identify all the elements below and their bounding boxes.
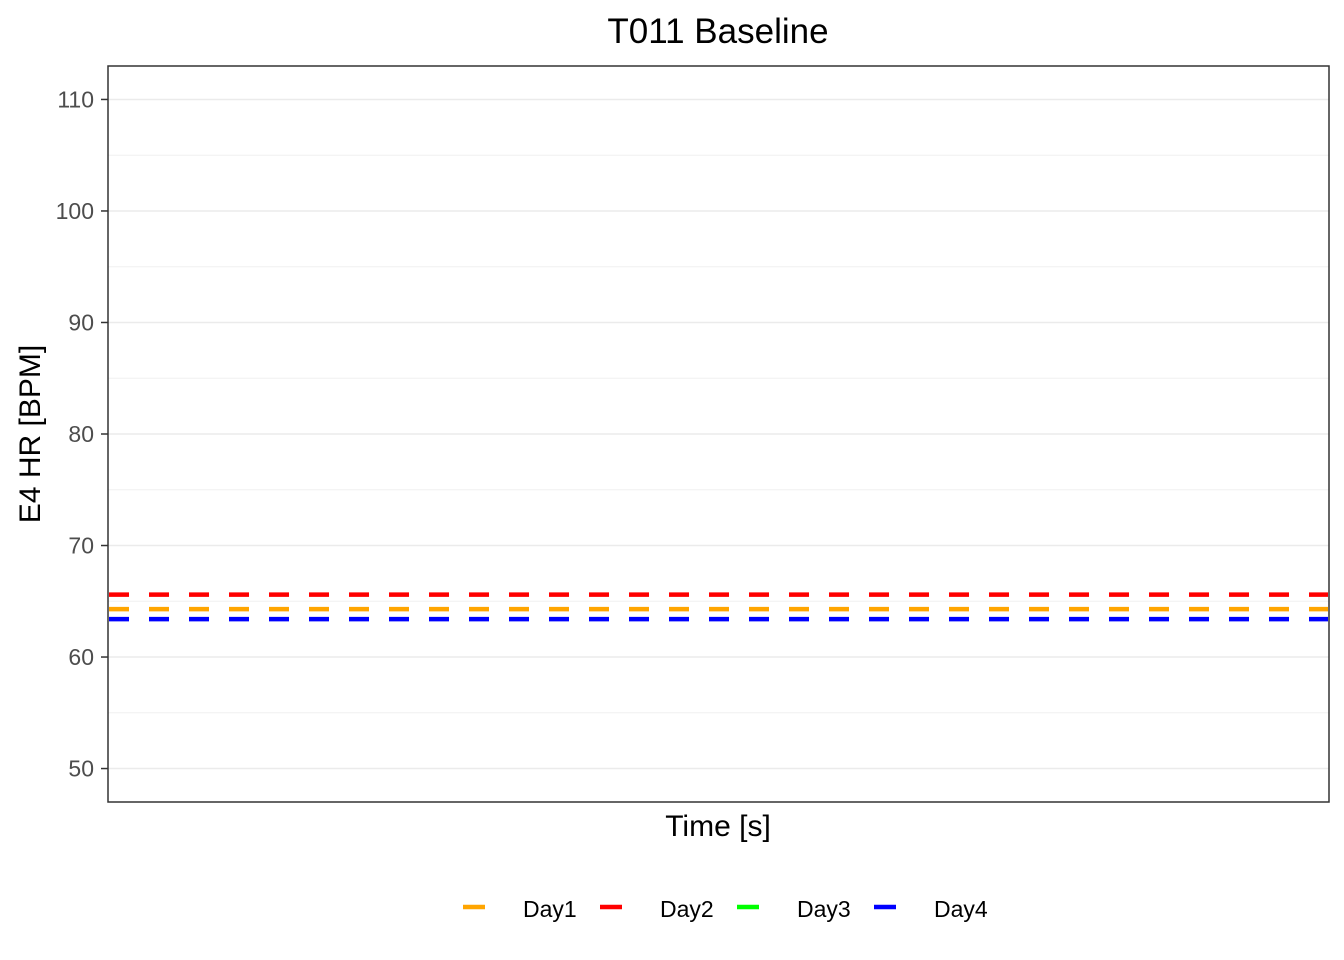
y-axis-title: E4 HR [BPM] [14, 345, 47, 523]
y-tick-label: 90 [68, 309, 94, 335]
series-lines [109, 592, 1328, 622]
y-tick-label: 100 [56, 198, 94, 224]
y-tick-label: 50 [68, 756, 94, 782]
grid [108, 98, 1329, 770]
legend-label-day3: Day3 [797, 896, 851, 922]
x-axis-title: Time [s] [665, 810, 771, 843]
y-tick-label: 70 [68, 533, 94, 559]
y-tick-label: 110 [57, 86, 94, 112]
y-tick-label: 60 [68, 644, 94, 670]
legend: Day1 Day2 Day3 Day4 [463, 896, 988, 922]
legend-label-day2: Day2 [660, 896, 714, 922]
chart-title: T011 Baseline [607, 12, 828, 51]
legend-label-day1: Day1 [523, 896, 577, 922]
y-tick-label: 80 [68, 421, 94, 447]
y-axis: 50 60 70 80 90 100 110 [56, 86, 108, 782]
legend-label-day4: Day4 [934, 896, 988, 922]
